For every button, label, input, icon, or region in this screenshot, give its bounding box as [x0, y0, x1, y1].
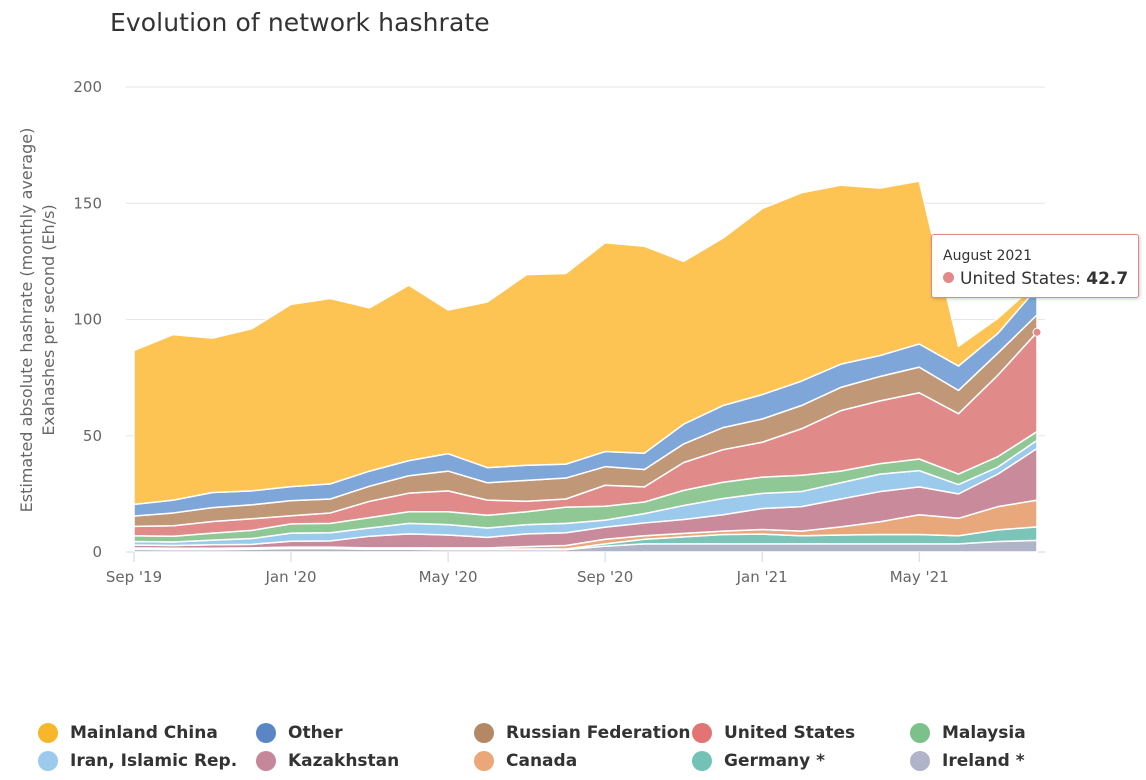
legend-label: Other — [288, 723, 343, 743]
legend-label: United States — [724, 723, 856, 743]
y-tick-label: 200 — [73, 78, 102, 96]
legend-marker — [38, 723, 58, 743]
legend-marker — [474, 751, 494, 771]
highlighted-point — [1032, 327, 1042, 337]
legend-label: Iran, Islamic Rep. — [70, 751, 238, 771]
y-axis: 0 50 100 150 200 — [73, 78, 102, 561]
legend-item-united-states[interactable]: United States — [692, 720, 855, 746]
y-tick-label: 150 — [73, 194, 102, 212]
x-tick-label: Sep '19 — [106, 568, 162, 586]
y-tick-label: 50 — [83, 427, 102, 445]
legend-marker — [692, 723, 712, 743]
x-axis: Sep '19 Jan '20 May '20 Sep '20 Jan '21 May '… — [106, 552, 949, 586]
legend-item-mainland-china[interactable]: Mainland China — [38, 720, 218, 746]
legend-label: Malaysia — [942, 723, 1026, 743]
legend-label: Germany * — [724, 751, 826, 771]
legend-label: Ireland * — [942, 751, 1025, 771]
legend-label: Kazakhstan — [288, 751, 400, 771]
stacked-areas — [133, 180, 1042, 553]
legend-marker — [910, 751, 930, 771]
tooltip-row: United States: 42.7 — [943, 269, 1128, 289]
legend-item-canada[interactable]: Canada — [474, 748, 577, 774]
chart-title: Evolution of network hashrate — [110, 8, 490, 37]
legend-marker — [38, 751, 58, 771]
legend-marker — [256, 723, 276, 743]
hashrate-area-chart: Sep '19 Jan '20 May '20 Sep '20 Jan '21 May '… — [17, 78, 1045, 586]
x-tick-label: Jan '21 — [736, 568, 788, 586]
chart-legend: Mainland China Other Russian Federation Uni… — [38, 720, 1128, 780]
legend-marker — [910, 723, 930, 743]
x-tick-label: May '21 — [890, 568, 949, 586]
tooltip-separator: : — [1075, 269, 1087, 289]
legend-marker — [474, 723, 494, 743]
chart-tooltip: August 2021 United States: 42.7 — [931, 234, 1139, 298]
legend-marker — [692, 751, 712, 771]
legend-item-kazakhstan[interactable]: Kazakhstan — [256, 748, 399, 774]
legend-label: Canada — [506, 751, 578, 771]
legend-item-ireland[interactable]: Ireland * — [910, 748, 1025, 774]
legend-item-malaysia[interactable]: Malaysia — [910, 720, 1026, 746]
tooltip-series-name: United States — [960, 269, 1076, 289]
legend-item-other[interactable]: Other — [256, 720, 343, 746]
y-axis-title-line-1: Estimated absolute hashrate (monthly ave… — [17, 128, 36, 513]
legend-marker — [256, 751, 276, 771]
x-tick-label: Sep '20 — [577, 568, 633, 586]
legend-label: Russian Federation — [506, 723, 691, 743]
y-axis-title-line-2: Exahashes per second (Eh/s) — [39, 204, 58, 435]
tooltip-series-dot — [943, 272, 954, 283]
x-tick-label: May '20 — [419, 568, 478, 586]
legend-label: Mainland China — [70, 723, 218, 743]
x-tick-label: Jan '20 — [264, 568, 316, 586]
legend-item-russian-federation[interactable]: Russian Federation — [474, 720, 691, 746]
tooltip-date: August 2021 — [943, 248, 1033, 264]
legend-item-iran-islamic-rep[interactable]: Iran, Islamic Rep. — [38, 748, 237, 774]
y-tick-label: 100 — [73, 311, 102, 329]
tooltip-value: 42.7 — [1086, 269, 1129, 289]
y-tick-label: 0 — [92, 543, 102, 561]
legend-item-germany[interactable]: Germany * — [692, 748, 825, 774]
